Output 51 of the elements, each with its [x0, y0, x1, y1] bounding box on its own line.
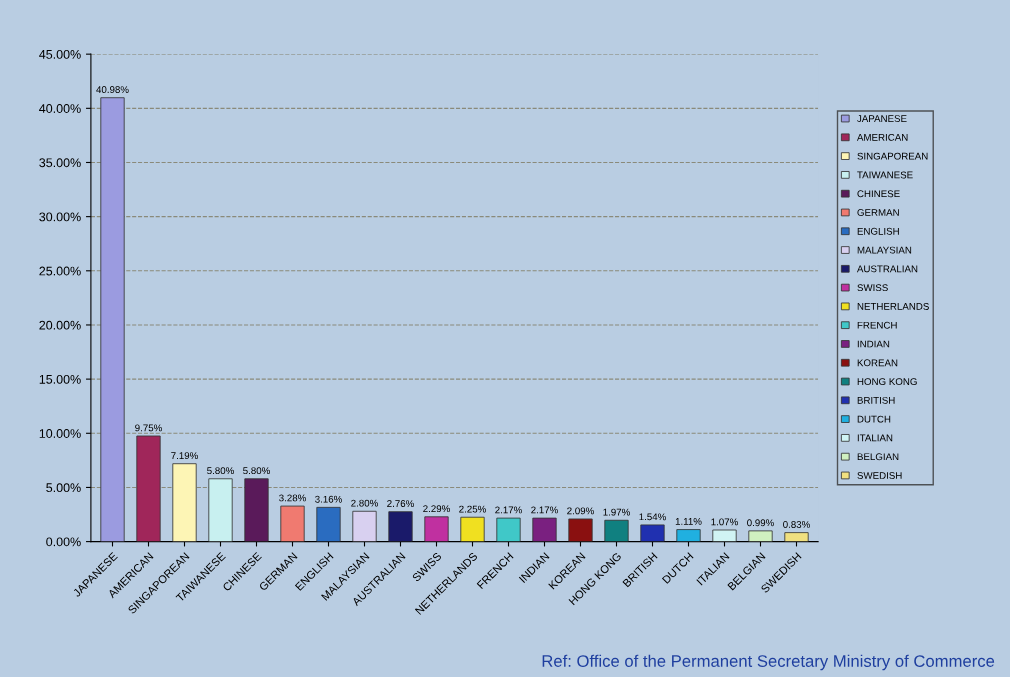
legend-label: BELGIAN — [857, 453, 899, 461]
legend-label: INDIAN — [857, 340, 890, 348]
y-tick-label: 15.00% — [39, 374, 81, 384]
data-label: 1.97% — [603, 508, 630, 516]
y-tick-label: 45.00% — [39, 49, 81, 59]
text: Ref: Office of the Permanent Secretary Ministry of Commerce — [542, 654, 995, 671]
data-label: 2.17% — [531, 506, 558, 514]
legend-label: JAPANESE — [857, 115, 907, 123]
legend-label: TAIWANESE — [857, 171, 913, 179]
data-label: 0.99% — [747, 519, 774, 527]
legend-label: SWISS — [857, 284, 888, 292]
legend-label: KOREAN — [857, 359, 898, 367]
data-label: 2.17% — [495, 506, 522, 514]
y-tick-label: 5.00% — [46, 483, 81, 493]
data-label: 0.83% — [783, 521, 810, 528]
y-tick-label: 0.00% — [46, 537, 81, 547]
data-label: 9.75% — [135, 424, 162, 432]
legend-label: CHINESE — [857, 190, 900, 198]
legend-label: SINGAPOREAN — [857, 152, 928, 160]
legend-label: NETHERLANDS — [857, 303, 929, 310]
legend-label: DUTCH — [857, 415, 891, 423]
data-label: 1.07% — [711, 518, 738, 526]
legend-label: ITALIAN — [857, 434, 893, 442]
y-tick-label: 10.00% — [39, 429, 81, 438]
legend-label: AMERICAN — [856, 133, 908, 141]
legend-label: ENGLISH — [857, 227, 899, 235]
y-tick-label: 30.00% — [39, 212, 81, 222]
data-label: 2.25% — [459, 505, 486, 513]
legend-label: AUSTRALIAN — [856, 265, 918, 273]
y-tick-label: 40.00% — [39, 104, 81, 113]
y-tick-label: 35.00% — [39, 158, 81, 168]
legend-label: BRITISH — [857, 396, 895, 404]
data-label: 3.28% — [279, 494, 306, 502]
legend-label: GERMAN — [857, 209, 899, 216]
data-label: 3.16% — [315, 495, 342, 503]
data-label: 5.80% — [243, 467, 270, 475]
data-label: 2.76% — [387, 500, 414, 507]
data-label: 2.80% — [351, 499, 378, 507]
data-label: 5.80% — [207, 467, 234, 475]
legend-label: HONG KONG — [857, 378, 917, 386]
data-label: 2.09% — [567, 507, 594, 515]
data-label: 7.19% — [171, 452, 198, 460]
legend-label: MALAYSIAN — [857, 246, 912, 254]
data-label: 40.98% — [96, 86, 129, 94]
y-tick-label: 25.00% — [39, 266, 81, 276]
legend-label: FRENCH — [857, 321, 897, 329]
data-label: 2.29% — [423, 505, 450, 513]
y-tick-label: 20.00% — [39, 320, 81, 330]
data-label: 1.54% — [639, 513, 666, 521]
legend-label: SWEDISH — [857, 472, 902, 479]
data-label: 1.11% — [675, 518, 702, 525]
